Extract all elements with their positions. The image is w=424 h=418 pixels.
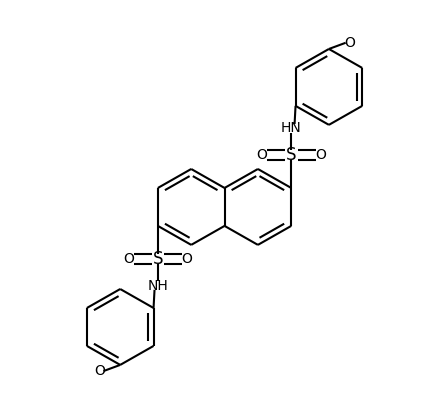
Text: O: O [257, 148, 268, 162]
Text: HN: HN [281, 121, 301, 135]
Text: O: O [344, 36, 355, 50]
Text: S: S [286, 146, 296, 164]
Text: NH: NH [148, 279, 168, 293]
Text: S: S [153, 250, 163, 268]
Text: O: O [123, 252, 134, 266]
Text: O: O [315, 148, 326, 162]
Text: O: O [182, 252, 192, 266]
Text: O: O [94, 364, 105, 378]
